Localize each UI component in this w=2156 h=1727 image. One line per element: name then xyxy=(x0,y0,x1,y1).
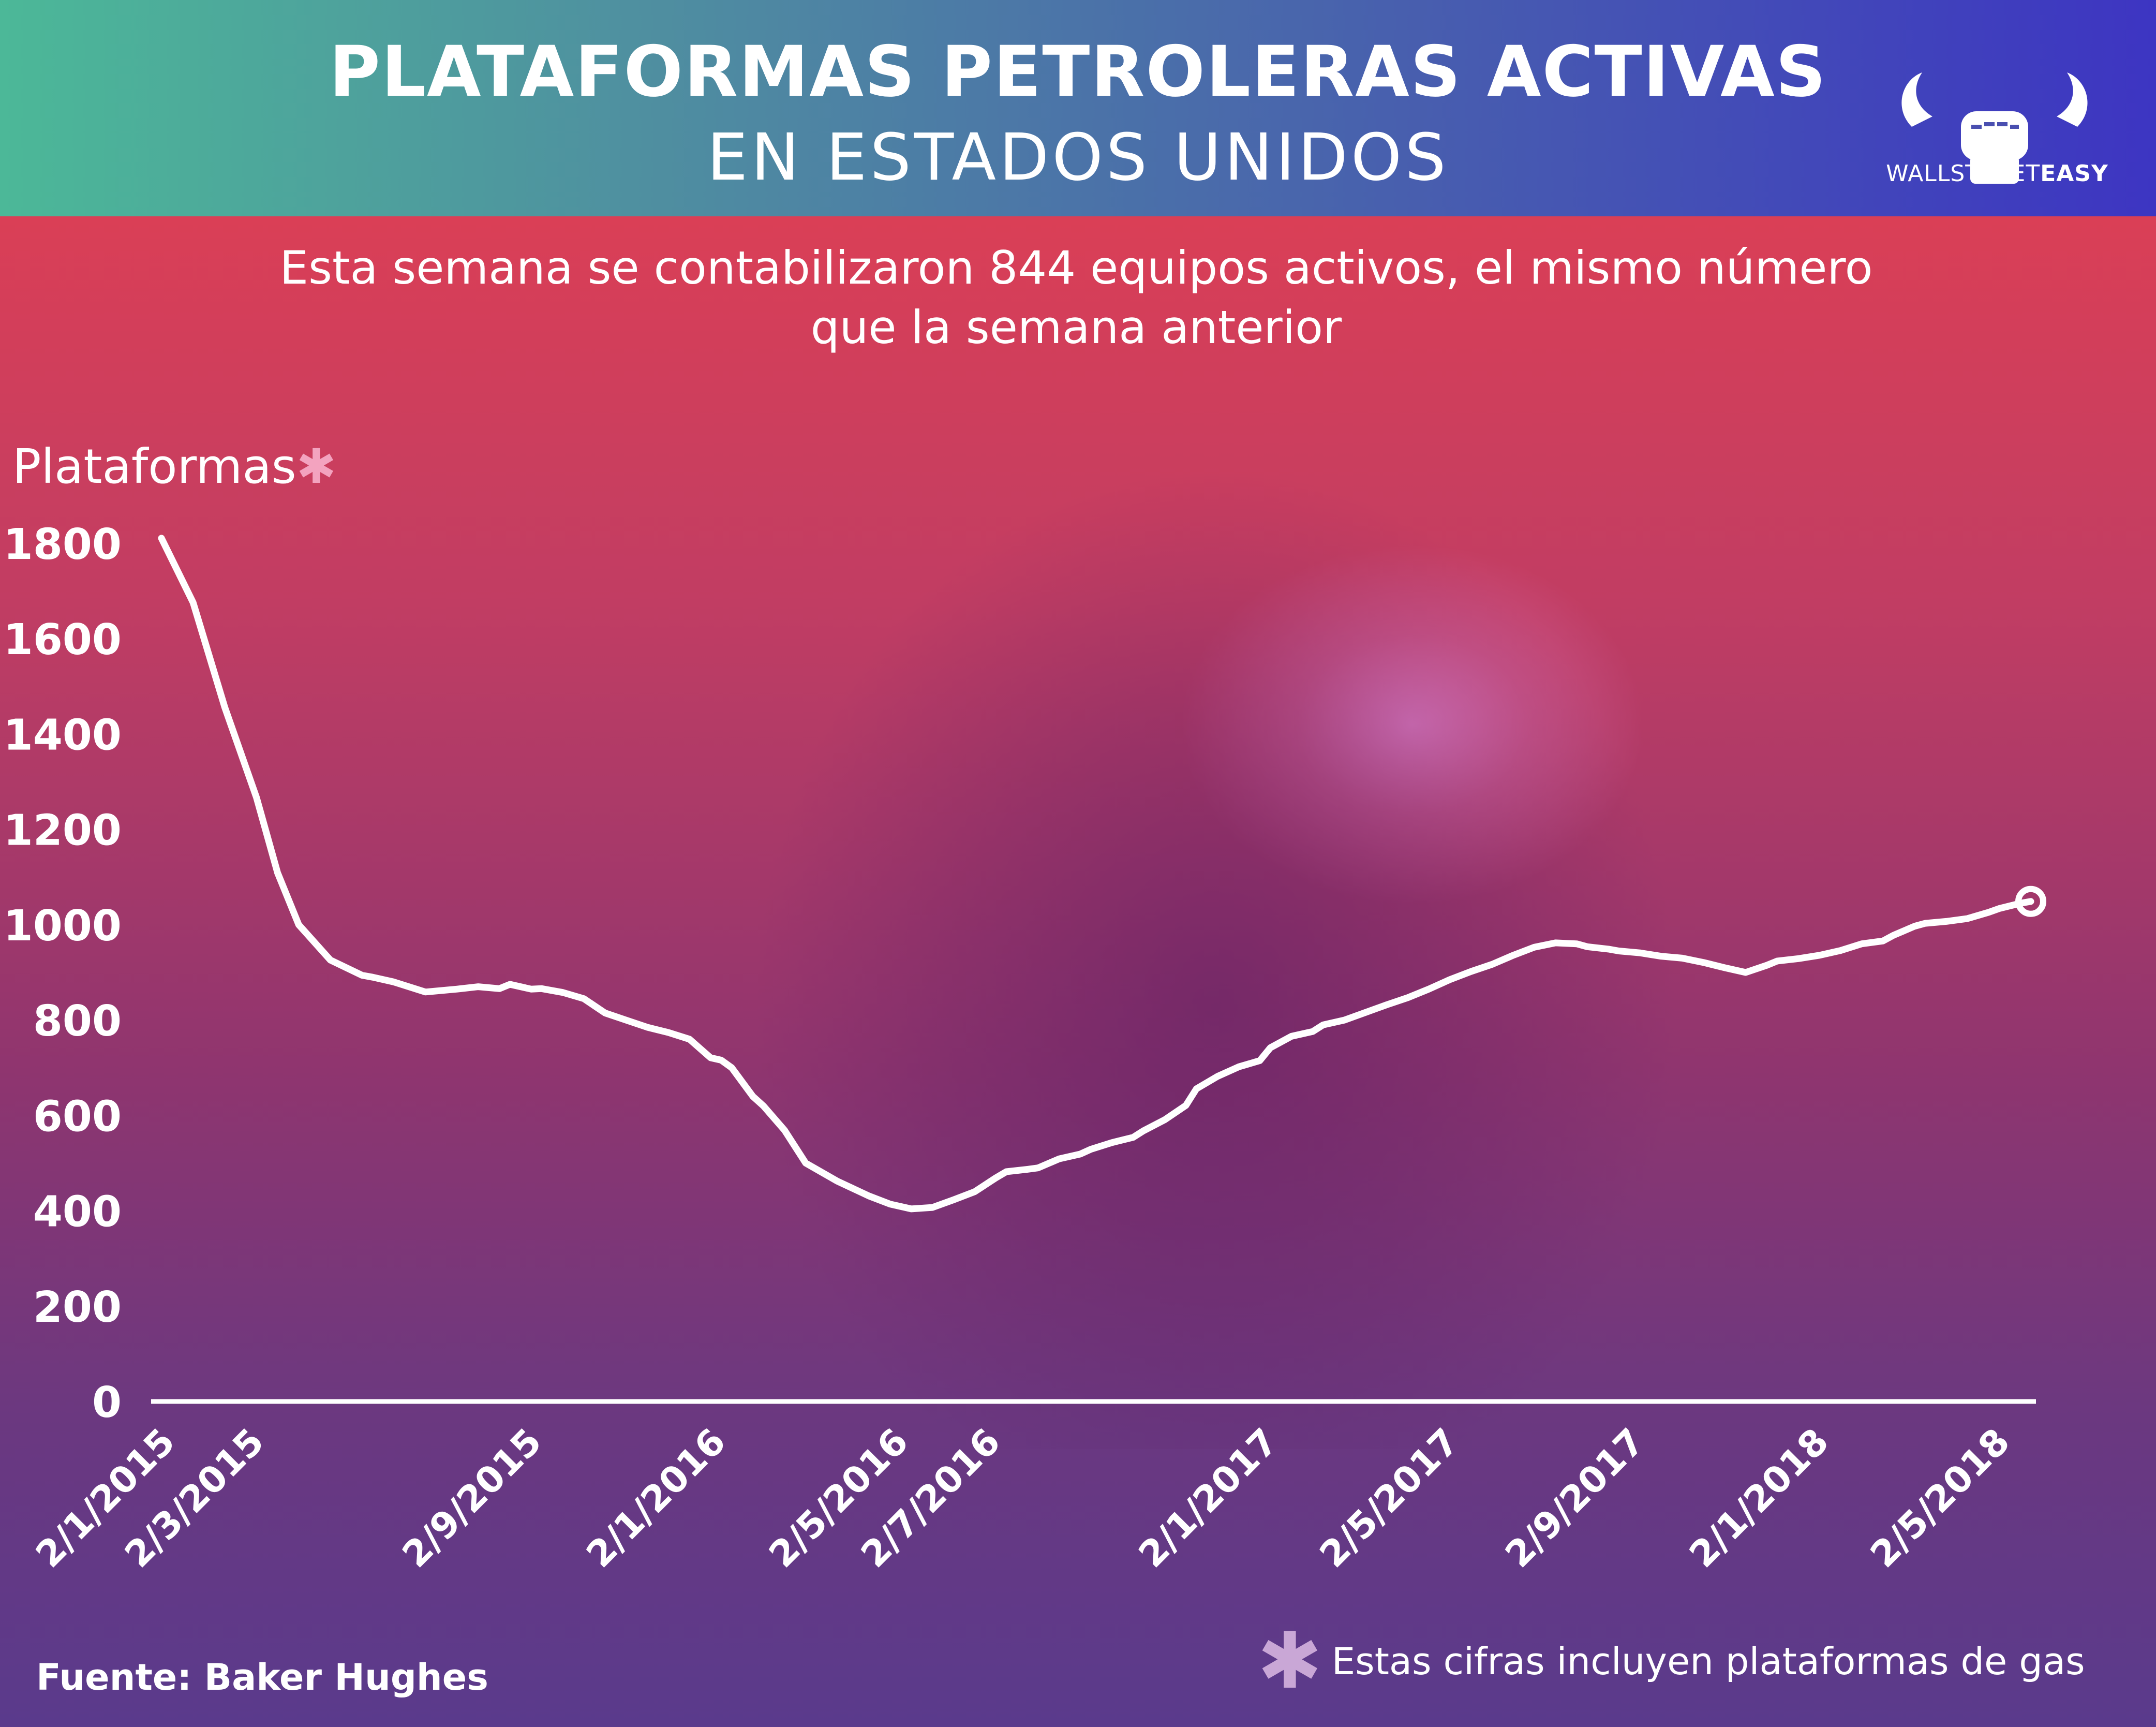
chart-title: PLATAFORMAS PETROLERAS ACTIVAS xyxy=(329,31,1827,112)
footnote: ✱ Estas cifras incluyen plataformas de g… xyxy=(1257,1616,2085,1706)
header-banner: PLATAFORMAS PETROLERAS ACTIVAS EN ESTADO… xyxy=(0,0,2156,216)
footnote-text: Estas cifras incluyen plataformas de gas xyxy=(1331,1640,2085,1683)
brand-bold: EASY xyxy=(2040,160,2108,187)
asterisk-icon: ✱ xyxy=(1257,1616,1322,1706)
y-tick-label: 800 xyxy=(33,997,122,1046)
series-line xyxy=(158,535,2034,1213)
y-tick-label: 1000 xyxy=(4,902,122,951)
y-tick-label: 0 xyxy=(92,1378,122,1427)
y-axis-label-text: Plataformas xyxy=(12,439,296,494)
x-tick-label: 2/1/2016 xyxy=(578,1420,734,1576)
y-tick-label: 600 xyxy=(33,1092,122,1141)
asterisk-icon: ✱ xyxy=(296,439,336,494)
summary-line-1: Esta semana se contabilizaron 844 equipo… xyxy=(279,241,1873,294)
y-tick-label: 200 xyxy=(33,1283,122,1332)
x-tick-label: 2/1/2017 xyxy=(1131,1420,1286,1576)
brand-light: WALLSTREET xyxy=(1886,160,2041,187)
y-tick-label: 1800 xyxy=(4,520,122,569)
bull-fist-logo-icon xyxy=(1901,72,2088,184)
summary-text: Esta semana se contabilizaron 844 equipo… xyxy=(155,238,1997,357)
x-tick-label: 2/5/2017 xyxy=(1312,1420,1467,1576)
y-tick-label: 1400 xyxy=(4,711,122,760)
x-tick-label: 2/5/2018 xyxy=(1862,1420,2018,1576)
summary-line-2: que la semana anterior xyxy=(810,301,1342,354)
last-point-marker xyxy=(2015,885,2046,917)
y-tick-label: 1200 xyxy=(4,806,122,855)
y-tick-label: 400 xyxy=(33,1188,122,1237)
chart-subtitle: EN ESTADOS UNIDOS xyxy=(707,120,1449,195)
background-rig-silhouette xyxy=(750,466,1682,1449)
y-axis-label: Plataformas✱ xyxy=(12,439,336,494)
x-tick-label: 2/1/2018 xyxy=(1681,1420,1837,1576)
x-tick-label: 2/9/2015 xyxy=(394,1420,550,1576)
source-note: Fuente: Baker Hughes xyxy=(36,1656,488,1699)
y-tick-label: 1600 xyxy=(4,615,122,665)
brand-wordmark: WALLSTREETEASY xyxy=(1883,160,2111,187)
x-tick-label: 2/9/2017 xyxy=(1497,1420,1653,1576)
